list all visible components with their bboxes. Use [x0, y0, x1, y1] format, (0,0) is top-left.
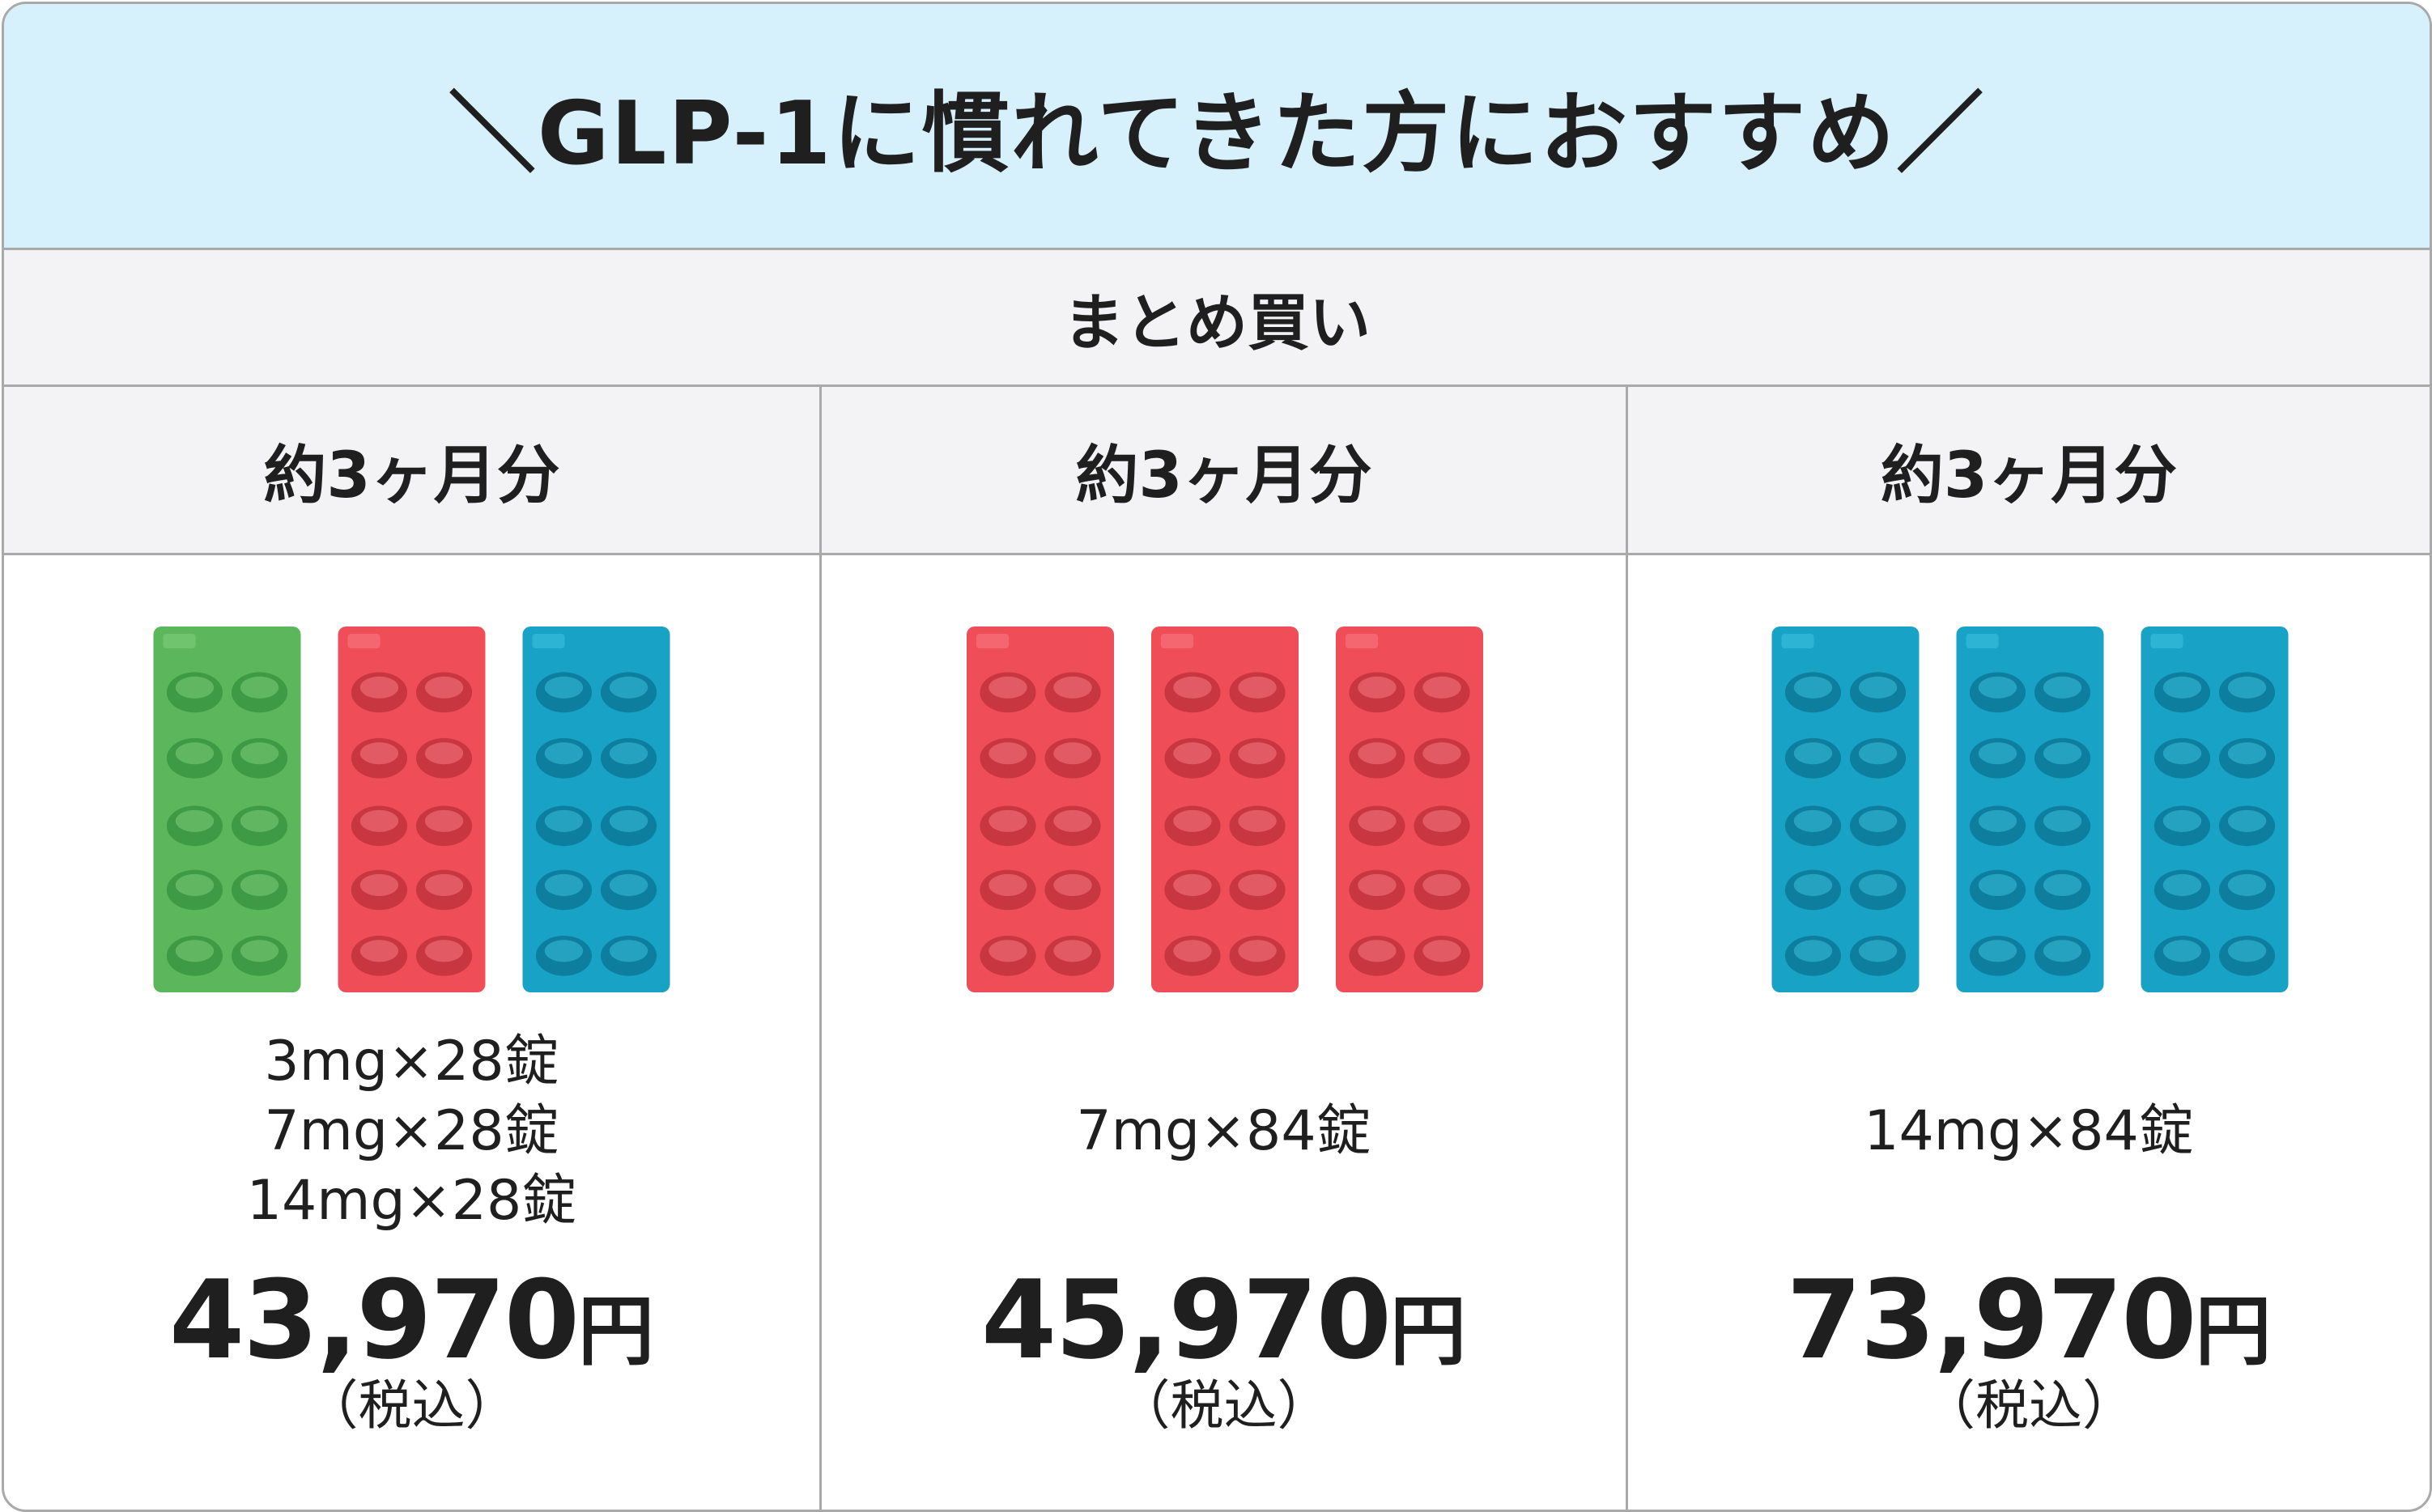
pill-pack-image: [967, 626, 1483, 992]
dose-line: 14mg×84錠: [1864, 1099, 2194, 1163]
tax-note: （税込）: [304, 1374, 519, 1437]
dose-line: 3mg×28錠: [264, 1030, 559, 1094]
dose-list: 7mg×84錠: [822, 1022, 1626, 1241]
pill-packs: [1628, 626, 2430, 994]
tax-note: （税込）: [1922, 1374, 2136, 1437]
subtitle: まとめ買い: [4, 250, 2430, 387]
price-unit: 円: [2195, 1288, 2272, 1376]
title: ＼GLP-1に慣れてきた方におすすめ／: [4, 4, 2430, 250]
pill-packs: [4, 626, 819, 994]
pill-pack-image: [1771, 626, 2289, 992]
price-unit: 円: [578, 1288, 655, 1376]
column-divider: [819, 387, 822, 1510]
price-amount: 43,970: [168, 1257, 580, 1383]
dose-list: 14mg×84錠: [1628, 1022, 2430, 1241]
plan-column: 約3ヶ月分 14mg×84錠 73,970円 （税込）: [1628, 387, 2430, 1510]
column-header: 約3ヶ月分: [4, 387, 819, 555]
column-header: 約3ヶ月分: [1628, 387, 2430, 555]
pill-pack-image: [153, 626, 670, 992]
dose-line: 7mg×28錠: [264, 1099, 559, 1163]
price: 43,970円: [4, 1257, 819, 1383]
price: 45,970円: [822, 1257, 1626, 1383]
column-divider: [1626, 387, 1628, 1510]
dose-list: 3mg×28錠 7mg×28錠 14mg×28錠: [4, 1022, 819, 1241]
dose-line: 7mg×84錠: [1076, 1099, 1371, 1163]
plan-column: 約3ヶ月分 3mg×28錠 7mg×28錠 14mg×28錠 43,970円 （税込）: [4, 387, 819, 1510]
price-unit: 円: [1390, 1288, 1467, 1376]
tax-note: （税込）: [1116, 1374, 1331, 1437]
plan-column: 約3ヶ月分 7mg×84錠 45,970円 （税込）: [822, 387, 1626, 1510]
price-amount: 45,970: [980, 1257, 1392, 1383]
pill-packs: [822, 626, 1626, 994]
column-header: 約3ヶ月分: [822, 387, 1626, 555]
price: 73,970円: [1628, 1257, 2430, 1383]
price-amount: 73,970: [1786, 1257, 2196, 1383]
dose-line: 14mg×28錠: [246, 1169, 577, 1233]
